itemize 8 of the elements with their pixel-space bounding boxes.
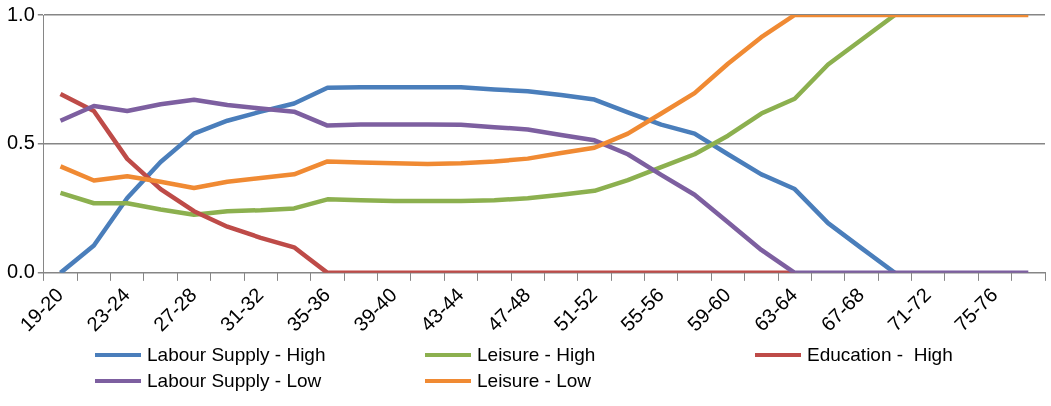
y-tick-label: 1.0 <box>6 2 35 25</box>
legend-label: Leisure - High <box>477 344 596 366</box>
legend-label: Labour Supply - Low <box>147 370 322 392</box>
y-tick-label: 0.5 <box>6 131 35 154</box>
legend-label: Education - High <box>807 344 953 366</box>
legend-label: Labour Supply - High <box>147 344 326 366</box>
legend-label: Leisure - Low <box>477 370 592 392</box>
y-tick-label: 0.0 <box>6 260 35 283</box>
